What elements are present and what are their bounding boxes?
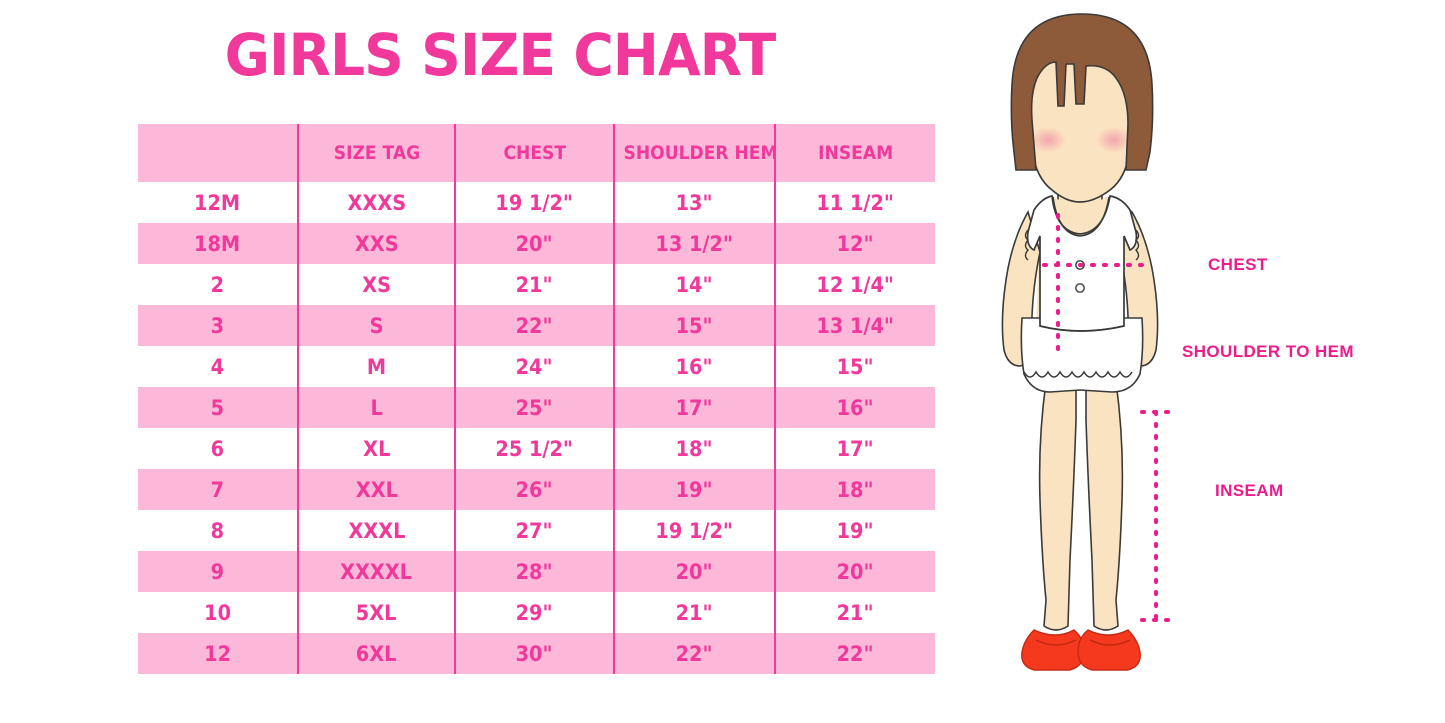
table-row: 2 XS 21" 14" 12 1/4" — [138, 264, 935, 305]
table-row: 4 M 24" 16" 15" — [138, 346, 935, 387]
inseam-guide-bracket — [1140, 410, 1174, 622]
row-cell-inseam: 13 1/4" — [775, 305, 935, 346]
column-header-chest: CHEST — [455, 124, 615, 182]
row-cell-shoulder-hem: 19 1/2" — [614, 510, 776, 551]
row-cell-size-tag: S — [298, 305, 456, 346]
row-cell-inseam: 18" — [775, 469, 935, 510]
table-row: 9 XXXXL 28" 20" 20" — [138, 551, 935, 592]
row-cell-size-tag: XXXS — [298, 182, 456, 223]
row-cell-chest: 30" — [455, 633, 615, 674]
row-cell-chest: 19 1/2" — [455, 182, 615, 223]
row-cell-inseam: 19" — [775, 510, 935, 551]
column-header-inseam: INSEAM — [775, 124, 935, 182]
table-body: 12M XXXS 19 1/2" 13" 11 1/2" 18M XXS 20" 13 1/2"… — [138, 182, 935, 674]
row-cell-shoulder-hem: 22" — [614, 633, 776, 674]
table-row: 10 5XL 29" 21" 21" — [138, 592, 935, 633]
row-cell-inseam: 16" — [775, 387, 935, 428]
row-cell-size-tag: XXL — [298, 469, 456, 510]
measurement-guides — [1042, 213, 1174, 622]
size-chart-table-wrapper: SIZE TAG CHEST SHOULDER HEM INSEAM 12M XX… — [138, 124, 935, 674]
shoes — [1021, 629, 1141, 671]
row-cell-shoulder-hem: 17" — [614, 387, 776, 428]
table-row: 5 L 25" 17" 16" — [138, 387, 935, 428]
row-cell-size: 2 — [138, 264, 299, 305]
row-cell-shoulder-hem: 18" — [614, 428, 776, 469]
row-cell-shoulder-hem: 19" — [614, 469, 776, 510]
row-cell-chest: 25" — [455, 387, 615, 428]
row-cell-chest: 20" — [455, 223, 615, 264]
label-chest: CHEST — [1208, 255, 1268, 274]
row-cell-size-tag: XXXXL — [298, 551, 456, 592]
row-cell-size-tag: XXXL — [298, 510, 456, 551]
row-cell-shoulder-hem: 15" — [614, 305, 776, 346]
column-header-shoulder-hem: SHOULDER HEM — [614, 124, 778, 182]
row-cell-inseam: 20" — [775, 551, 935, 592]
row-cell-size-tag: 5XL — [298, 592, 456, 633]
table-row: 18M XXS 20" 13 1/2" 12" — [138, 223, 935, 264]
row-cell-size-tag: 6XL — [298, 633, 456, 674]
size-chart-table: SIZE TAG CHEST SHOULDER HEM INSEAM 12M XX… — [138, 124, 935, 674]
row-cell-size: 5 — [138, 387, 299, 428]
label-shoulder-to-hem: SHOULDER TO HEM — [1182, 342, 1354, 361]
table-row: 12M XXXS 19 1/2" 13" 11 1/2" — [138, 182, 935, 223]
row-cell-size: 6 — [138, 428, 299, 469]
girl-figure-svg — [1001, 13, 1174, 671]
button-lower — [1075, 283, 1085, 293]
row-cell-chest: 21" — [455, 264, 615, 305]
row-cell-size: 8 — [138, 510, 299, 551]
page-title: GIRLS SIZE CHART — [224, 21, 777, 89]
row-cell-shoulder-hem: 14" — [614, 264, 776, 305]
row-cell-inseam: 21" — [775, 592, 935, 633]
row-cell-size-tag: M — [298, 346, 456, 387]
row-cell-size: 4 — [138, 346, 299, 387]
row-cell-size: 10 — [138, 592, 299, 633]
row-cell-inseam: 15" — [775, 346, 935, 387]
table-row: 12 6XL 30" 22" 22" — [138, 633, 935, 674]
row-cell-shoulder-hem: 20" — [614, 551, 776, 592]
label-inseam: INSEAM — [1215, 481, 1284, 500]
row-cell-size: 12 — [138, 633, 299, 674]
row-cell-size: 12M — [138, 182, 299, 223]
row-cell-shoulder-hem: 21" — [614, 592, 776, 633]
row-cell-inseam: 17" — [775, 428, 935, 469]
row-cell-chest: 25 1/2" — [455, 428, 615, 469]
row-cell-chest: 27" — [455, 510, 615, 551]
row-cell-chest: 28" — [455, 551, 615, 592]
row-cell-size-tag: XXS — [298, 223, 456, 264]
row-cell-size: 9 — [138, 551, 299, 592]
figure-body-group — [1001, 13, 1159, 671]
table-row: 7 XXL 26" 19" 18" — [138, 469, 935, 510]
table-row: 6 XL 25 1/2" 18" 17" — [138, 428, 935, 469]
row-cell-size: 3 — [138, 305, 299, 346]
row-cell-inseam: 11 1/2" — [775, 182, 935, 223]
row-cell-shoulder-hem: 13" — [614, 182, 776, 223]
hair — [1010, 13, 1154, 171]
row-cell-chest: 29" — [455, 592, 615, 633]
row-cell-chest: 26" — [455, 469, 615, 510]
row-cell-inseam: 12 1/4" — [775, 264, 935, 305]
girl-illustration: CHEST SHOULDER TO HEM INSEAM — [960, 0, 1445, 723]
row-cell-size-tag: XL — [298, 428, 456, 469]
row-cell-size: 18M — [138, 223, 299, 264]
row-cell-chest: 22" — [455, 305, 615, 346]
table-row: 3 S 22" 15" 13 1/4" — [138, 305, 935, 346]
table-header-row: SIZE TAG CHEST SHOULDER HEM INSEAM — [138, 124, 935, 182]
column-header-size — [138, 124, 299, 182]
row-cell-shoulder-hem: 16" — [614, 346, 776, 387]
column-header-size-tag: SIZE TAG — [298, 124, 456, 182]
table-header: SIZE TAG CHEST SHOULDER HEM INSEAM — [138, 124, 935, 182]
row-cell-size-tag: L — [298, 387, 456, 428]
row-cell-inseam: 22" — [775, 633, 935, 674]
row-cell-chest: 24" — [455, 346, 615, 387]
row-cell-inseam: 12" — [775, 223, 935, 264]
row-cell-size-tag: XS — [298, 264, 456, 305]
table-row: 8 XXXL 27" 19 1/2" 19" — [138, 510, 935, 551]
row-cell-size: 7 — [138, 469, 299, 510]
row-cell-shoulder-hem: 13 1/2" — [614, 223, 776, 264]
